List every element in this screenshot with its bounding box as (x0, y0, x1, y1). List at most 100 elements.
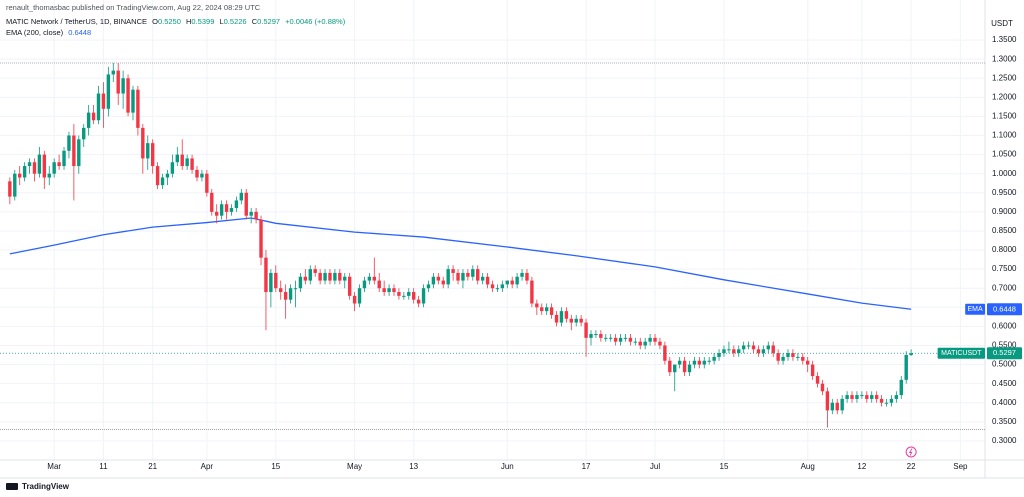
candle-body (840, 398, 844, 411)
x-tick-label: Apr (201, 462, 214, 471)
candle-body (323, 272, 327, 281)
candle-body (318, 272, 322, 281)
legend-ema: EMA (200, close) 0.6448 (6, 28, 94, 37)
candle-body (485, 276, 490, 285)
candle-body (451, 269, 455, 273)
candle-body (525, 272, 529, 281)
x-tick-label: 15 (720, 462, 729, 471)
candle-body (37, 154, 42, 174)
candle-body (653, 337, 657, 342)
candle-body (520, 272, 524, 277)
candle-body (32, 162, 37, 174)
price-tag-name: MATICUSDT (941, 350, 982, 357)
event-marker (905, 446, 917, 458)
x-tick-label: 13 (409, 462, 418, 471)
candle-body (495, 288, 500, 290)
candle-body (175, 154, 179, 163)
candle-body (333, 272, 337, 281)
candle-body (712, 356, 716, 361)
candle-body (62, 150, 66, 167)
candle-body (480, 276, 485, 281)
candle-body (347, 276, 352, 296)
candle-body (874, 395, 879, 399)
candle-body (259, 219, 263, 258)
candle-body (604, 337, 608, 339)
candle-body (633, 341, 638, 343)
candle-body (116, 70, 120, 94)
candle-body (737, 349, 741, 354)
candle-body (544, 307, 549, 312)
candle-body (82, 127, 86, 140)
ohlc-label: L (219, 17, 224, 26)
candle-body (367, 276, 372, 281)
candle-body (850, 395, 854, 399)
candle-body (313, 269, 317, 273)
candle-body (308, 269, 312, 281)
candle-body (461, 272, 465, 281)
ohlc-value: 0.5297 (257, 17, 281, 26)
y-tick-label: 0.8000 (992, 245, 1017, 254)
candle-body (283, 292, 288, 300)
x-tick-label: 12 (857, 462, 866, 471)
candle-body (303, 276, 308, 281)
y-tick-label: 0.3500 (992, 417, 1017, 426)
candle-body (150, 143, 155, 167)
candle-body (904, 355, 908, 380)
candle-body (106, 74, 111, 109)
candle-body (707, 360, 711, 362)
candle-body (569, 318, 573, 323)
candle-body (741, 345, 746, 350)
candle-body (505, 280, 509, 285)
candle-body (727, 349, 731, 351)
candle-body (426, 284, 431, 289)
change: +0.0046 (+0.88%) (285, 17, 346, 26)
candle-body (628, 337, 633, 342)
candle-body (771, 345, 775, 354)
candle-body (471, 269, 475, 277)
candle-body (870, 395, 874, 399)
y-tick-label: 1.1500 (992, 112, 1017, 121)
y-tick-label: 1.2500 (992, 73, 1017, 82)
candle-body (431, 276, 436, 285)
candle-body (884, 402, 889, 404)
ema-label: EMA (200, close) (6, 28, 64, 37)
candle-body (594, 334, 598, 336)
candle-body (160, 177, 165, 186)
candle-body (549, 307, 554, 315)
candle-body (687, 364, 692, 373)
candle-body (835, 402, 839, 411)
candle-body (732, 349, 736, 354)
candle-body (215, 211, 219, 216)
candle-body (776, 353, 780, 361)
candle-body (599, 334, 603, 338)
candle-body (264, 257, 268, 293)
candle-body (91, 112, 96, 121)
ohlc-value: 0.5250 (157, 17, 181, 26)
candle-body (564, 311, 569, 319)
candle-body (865, 395, 869, 399)
candle-body (673, 364, 677, 373)
brand: TradingView (22, 482, 69, 491)
candle-body (815, 376, 820, 384)
candle-body (288, 288, 293, 300)
candle-body (416, 299, 421, 304)
logo (6, 483, 18, 490)
y-tick-label: 0.7000 (992, 283, 1017, 292)
candle-body (377, 280, 381, 289)
candle-body (67, 135, 71, 151)
ema-value: 0.6448 (68, 28, 92, 37)
candle-body (609, 337, 613, 339)
x-tick-label: 17 (582, 462, 591, 471)
price-tag-box (987, 347, 1022, 360)
price-tag-name: EMA (968, 306, 984, 313)
candle-body (407, 292, 411, 296)
x-tick-label: Aug (801, 462, 815, 471)
candle-body (42, 154, 47, 178)
y-tick-label: 0.9000 (992, 207, 1017, 216)
candle-body (643, 341, 647, 346)
candle-body (57, 162, 61, 167)
candle-body (806, 360, 810, 365)
x-tick-label: 21 (148, 462, 157, 471)
candle-body (155, 166, 160, 186)
